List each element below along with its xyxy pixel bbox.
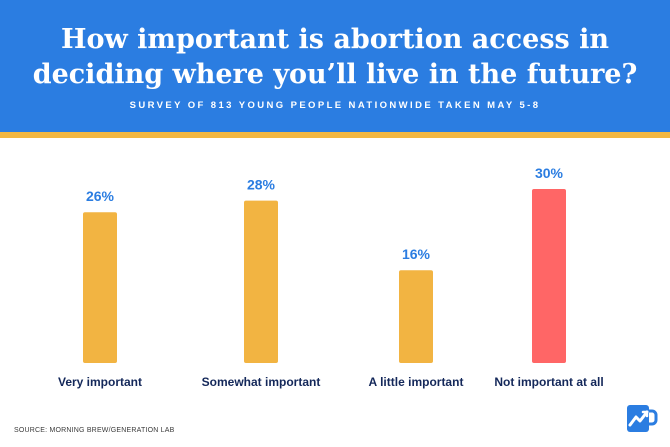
chart-title: How important is abortion access in deci…	[32, 24, 638, 90]
bar-a-little-important	[399, 270, 433, 363]
category-label-very-important: Very important	[58, 375, 142, 389]
category-label-a-little-important: A little important	[369, 375, 464, 389]
morning-brew-mug-icon	[624, 402, 658, 441]
chart-subtitle: SURVEY OF 813 YOUNG PEOPLE NATIONWIDE TA…	[129, 100, 541, 111]
value-label-very-important: 26%	[86, 188, 115, 204]
header-accent-stripe	[0, 132, 670, 138]
category-label-not-important-at-all: Not important at all	[494, 375, 603, 389]
source-note: SOURCE: MORNING BREW/GENERATION LAB	[14, 427, 175, 434]
bar-very-important	[83, 212, 117, 363]
header-banner: How important is abortion access in deci…	[0, 0, 670, 132]
bar-not-important-at-all	[532, 189, 566, 363]
bar-somewhat-important	[244, 200, 278, 363]
value-label-a-little-important: 16%	[402, 246, 431, 262]
value-label-somewhat-important: 28%	[247, 177, 276, 193]
category-label-somewhat-important: Somewhat important	[202, 375, 321, 389]
value-label-not-important-at-all: 30%	[535, 165, 564, 181]
